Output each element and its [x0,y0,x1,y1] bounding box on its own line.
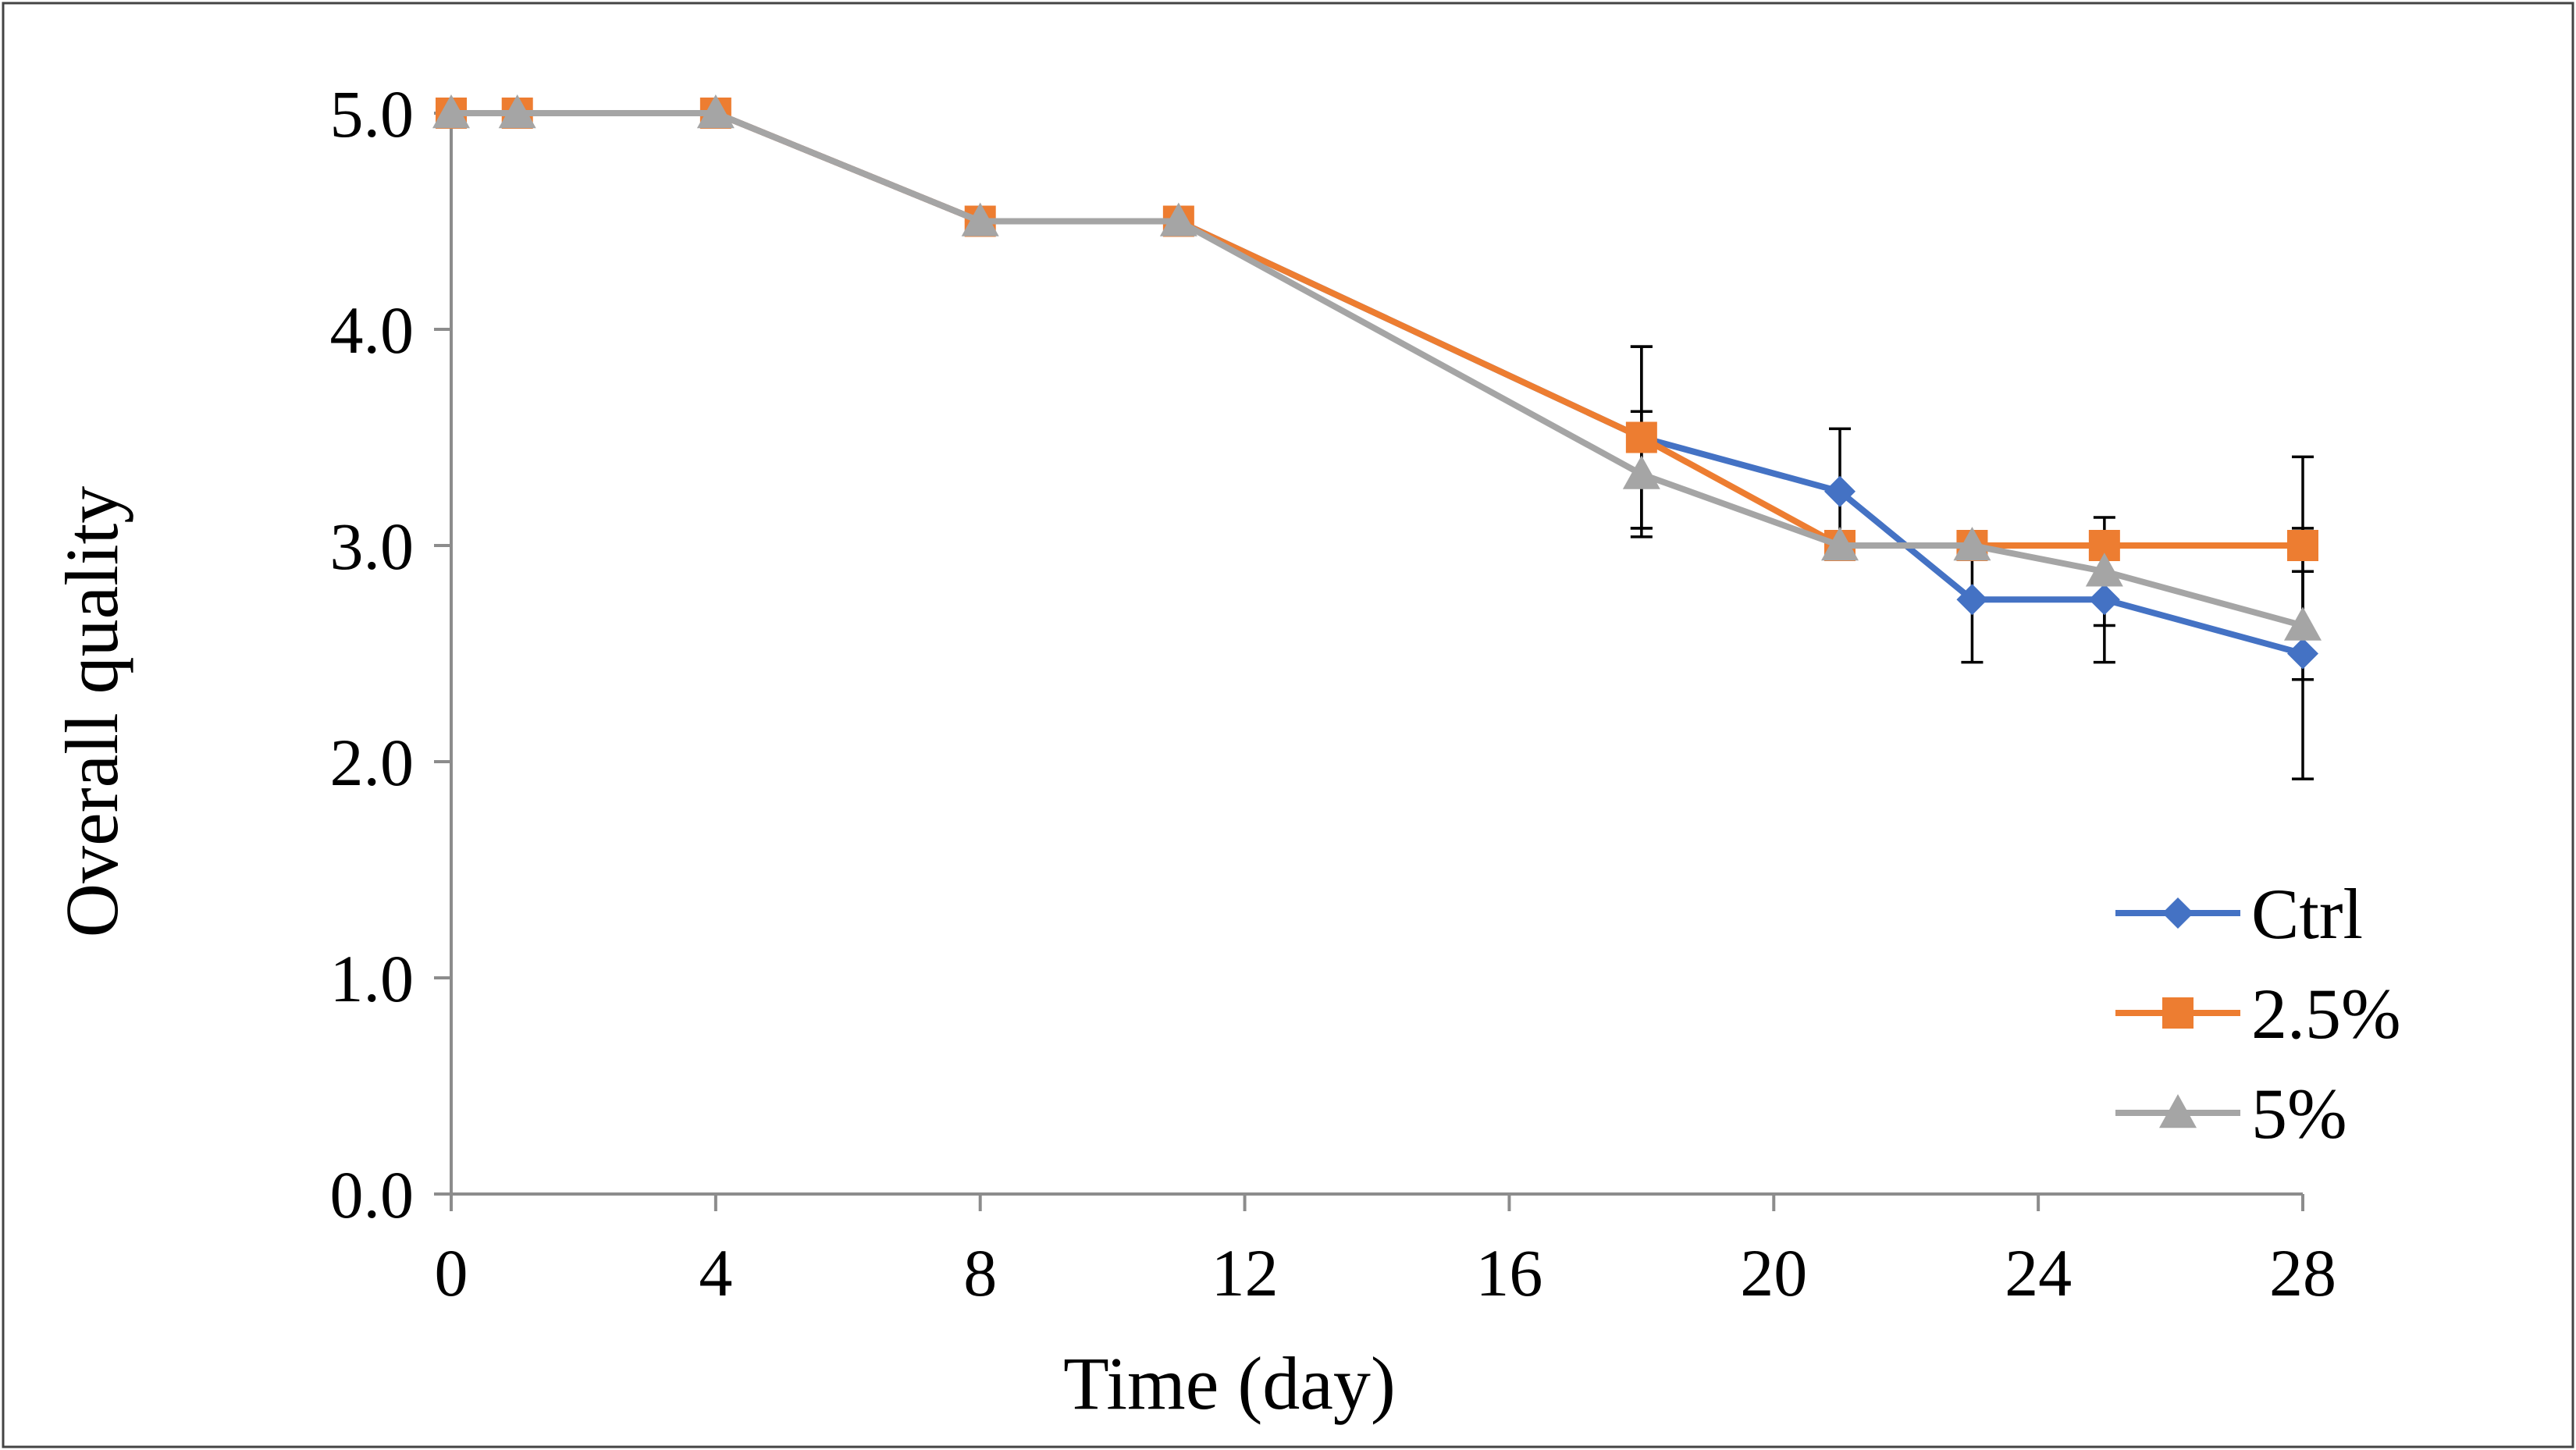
y-tick-label: 1.0 [330,941,415,1016]
y-tick-label: 3.0 [330,509,415,584]
data-point [1821,527,1859,561]
data-point [1159,202,1197,236]
y-tick-label: 2.0 [330,725,415,800]
legend-label: 5% [2251,1074,2347,1153]
data-point [2085,553,2123,587]
x-tick-label: 0 [435,1235,468,1310]
data-point [2284,606,2322,641]
data-point [696,94,735,129]
series-group [432,94,2322,670]
legend: Ctrl 2.5% 5% [2115,874,2401,1153]
data-point [1956,584,1988,616]
x-tick-label: 12 [1212,1235,1279,1310]
y-tick-label: 0.0 [330,1157,415,1232]
y-axis-title: Overall quality [50,486,133,937]
legend-marker [2162,897,2194,929]
data-point [498,94,536,129]
axes [434,98,2304,1211]
data-point [1622,455,1660,489]
x-axis-title: Time (day) [1063,1342,1396,1425]
data-point [1953,527,1991,561]
data-point [2088,584,2120,616]
x-tick-label: 28 [2269,1235,2336,1310]
x-tick-label: 8 [963,1235,997,1310]
y-tick-label: 4.0 [330,293,415,368]
legend-label: 2.5% [2251,974,2401,1054]
x-tick-label: 4 [699,1235,732,1310]
tick-labels: 0.0 1.0 2.0 3.0 4.0 5.0 0 4 8 12 16 20 24 28 [330,76,2337,1310]
legend-label: Ctrl [2251,874,2363,954]
legend-marker [2162,997,2194,1029]
x-tick-label: 16 [1475,1235,1542,1310]
x-tick-label: 20 [1740,1235,1807,1310]
data-point [432,94,470,129]
legend-marker [2159,1094,2197,1128]
data-point [961,202,999,236]
data-point [2287,638,2318,670]
x-tick-label: 24 [2005,1235,2072,1310]
y-tick-label: 5.0 [330,76,415,151]
data-point [1625,421,1657,453]
data-point [2287,530,2318,561]
data-point [1824,475,1856,507]
series-line-2 [451,110,2304,629]
